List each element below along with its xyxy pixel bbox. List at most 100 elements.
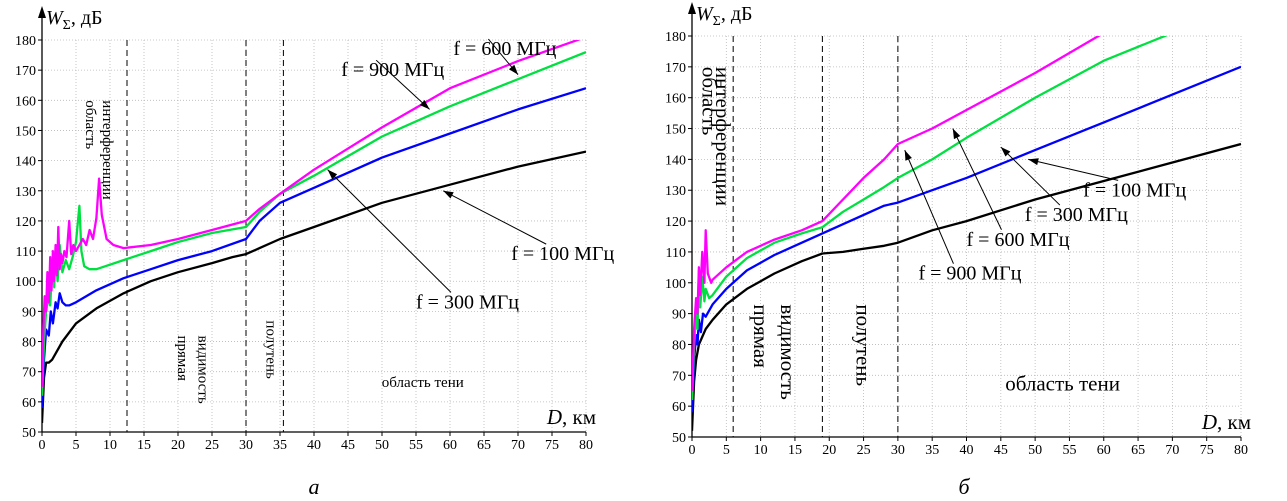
y-tick-label: 110 (666, 246, 686, 261)
x-tick-label: 65 (1131, 443, 1145, 458)
x-tick-label: 0 (689, 443, 696, 458)
y-tick-label: 120 (15, 215, 36, 230)
region-label: область (697, 67, 721, 136)
annotation-arrow-line (327, 169, 452, 293)
y-axis-unit: , дБ (721, 3, 753, 25)
panel-label: а (309, 474, 320, 499)
region-label: интерференции (99, 100, 115, 199)
annotation-arrow-line (1028, 158, 1119, 181)
series-annotation: f = 100 МГц (1083, 179, 1186, 201)
x-tick-label: 55 (409, 438, 423, 453)
y-axis-label: WΣ, дБ (46, 7, 103, 33)
x-tick-label: 25 (205, 438, 219, 453)
y-tick-label: 100 (665, 277, 686, 292)
y-tick-label: 90 (22, 305, 36, 320)
annotation-arrow-line (952, 128, 1002, 230)
y-tick-label: 70 (22, 366, 36, 381)
y-tick-label: 50 (672, 431, 686, 446)
series-line (692, 36, 1168, 401)
y-axis-arrow (38, 6, 46, 18)
x-tick-label: 50 (1028, 443, 1042, 458)
x-tick-label: 20 (171, 438, 185, 453)
region-label: область тени (1005, 372, 1120, 396)
region-label: прямая (174, 336, 190, 381)
x-axis-symbol: D (546, 405, 562, 429)
y-tick-label: 170 (665, 61, 686, 76)
x-tick-label: 55 (1062, 443, 1076, 458)
x-tick-label: 30 (239, 438, 253, 453)
y-tick-label: 90 (672, 308, 686, 323)
x-tick-label: 15 (137, 438, 151, 453)
annotation-arrow-head (419, 100, 430, 110)
x-tick-label: 40 (960, 443, 974, 458)
x-tick-label: 35 (925, 443, 939, 458)
series-line (42, 87, 586, 408)
y-tick-label: 50 (22, 426, 36, 441)
y-tick-label: 140 (665, 153, 686, 168)
series-annotation: f = 300 МГц (1025, 204, 1128, 226)
series-group (42, 40, 586, 424)
y-tick-label: 160 (15, 94, 36, 109)
series-annotation: f = 300 МГц (416, 291, 519, 313)
y-axis-label: WΣ, дБ (696, 3, 753, 29)
annotation-arrow-head (952, 128, 961, 140)
region-label: полутень (852, 304, 876, 386)
x-tick-label: 5 (73, 438, 80, 453)
chart-panel-a: 0 5 10 15 20 25 30 35 40 45 50 55 60 65 70 75 80 50 60 70 80… (15, 6, 614, 499)
y-tick-label: 80 (672, 338, 686, 353)
y-axis-symbol: W (46, 7, 65, 29)
x-tick-label: 20 (822, 443, 836, 458)
y-tick-label: 120 (665, 215, 686, 230)
annotation-arrow-head (904, 150, 912, 161)
series-group (692, 36, 1241, 431)
region-label: видимость (194, 336, 210, 404)
x-tick-label: 75 (1200, 443, 1214, 458)
annotation-arrow-head (1000, 147, 1011, 157)
x-tick-label: 40 (307, 438, 321, 453)
y-tick-label: 130 (665, 184, 686, 199)
y-axis-subscript: Σ (63, 18, 71, 33)
x-axis-unit: , км (1217, 410, 1251, 434)
x-axis-unit: , км (562, 405, 596, 429)
x-tick-label: 35 (273, 438, 287, 453)
series-annotation: f = 900 МГц (341, 59, 444, 81)
y-tick-label: 140 (15, 155, 36, 170)
y-tick-label: 100 (15, 275, 36, 290)
x-tick-label: 10 (754, 443, 768, 458)
y-tick-label: 60 (672, 400, 686, 415)
panel-label: б (958, 474, 970, 499)
series-annotation: f = 100 МГц (511, 243, 614, 265)
x-tick-label: 80 (579, 438, 593, 453)
y-tick-label: 150 (665, 123, 686, 138)
x-tick-label: 50 (375, 438, 389, 453)
x-tick-label: 65 (477, 438, 491, 453)
y-tick-label: 180 (15, 34, 36, 49)
region-label: прямая (749, 304, 773, 368)
series-annotation: f = 600 МГц (453, 38, 556, 60)
annotation-arrow-head (1028, 158, 1039, 166)
y-axis-unit: , дБ (71, 7, 103, 29)
x-tick-label: 80 (1234, 443, 1248, 458)
annotation-arrow-line (904, 149, 954, 264)
x-axis-label: D, км (546, 405, 596, 429)
x-tick-label: 15 (788, 443, 802, 458)
x-tick-label: 0 (39, 438, 46, 453)
annotation-arrow-line (375, 59, 430, 110)
x-tick-label: 75 (545, 438, 559, 453)
x-tick-label: 60 (443, 438, 457, 453)
annotation-arrow-head (327, 169, 338, 180)
region-label: полутень (262, 320, 278, 379)
y-axis-symbol: W (696, 3, 715, 25)
y-tick-label: 160 (665, 92, 686, 107)
y-tick-label: 170 (15, 64, 36, 79)
series-annotation: f = 600 МГц (967, 229, 1070, 251)
x-tick-label: 70 (1165, 443, 1179, 458)
chart-panel-b: 0 5 10 15 20 25 30 35 40 45 50 55 60 65 70 75 80 50 60 70 80… (665, 2, 1251, 499)
y-tick-label: 180 (665, 30, 686, 45)
series-line (42, 40, 581, 387)
series-line (692, 36, 1101, 391)
y-axis-subscript: Σ (713, 14, 721, 29)
x-tick-label: 10 (103, 438, 117, 453)
region-label: видимость (776, 304, 800, 399)
